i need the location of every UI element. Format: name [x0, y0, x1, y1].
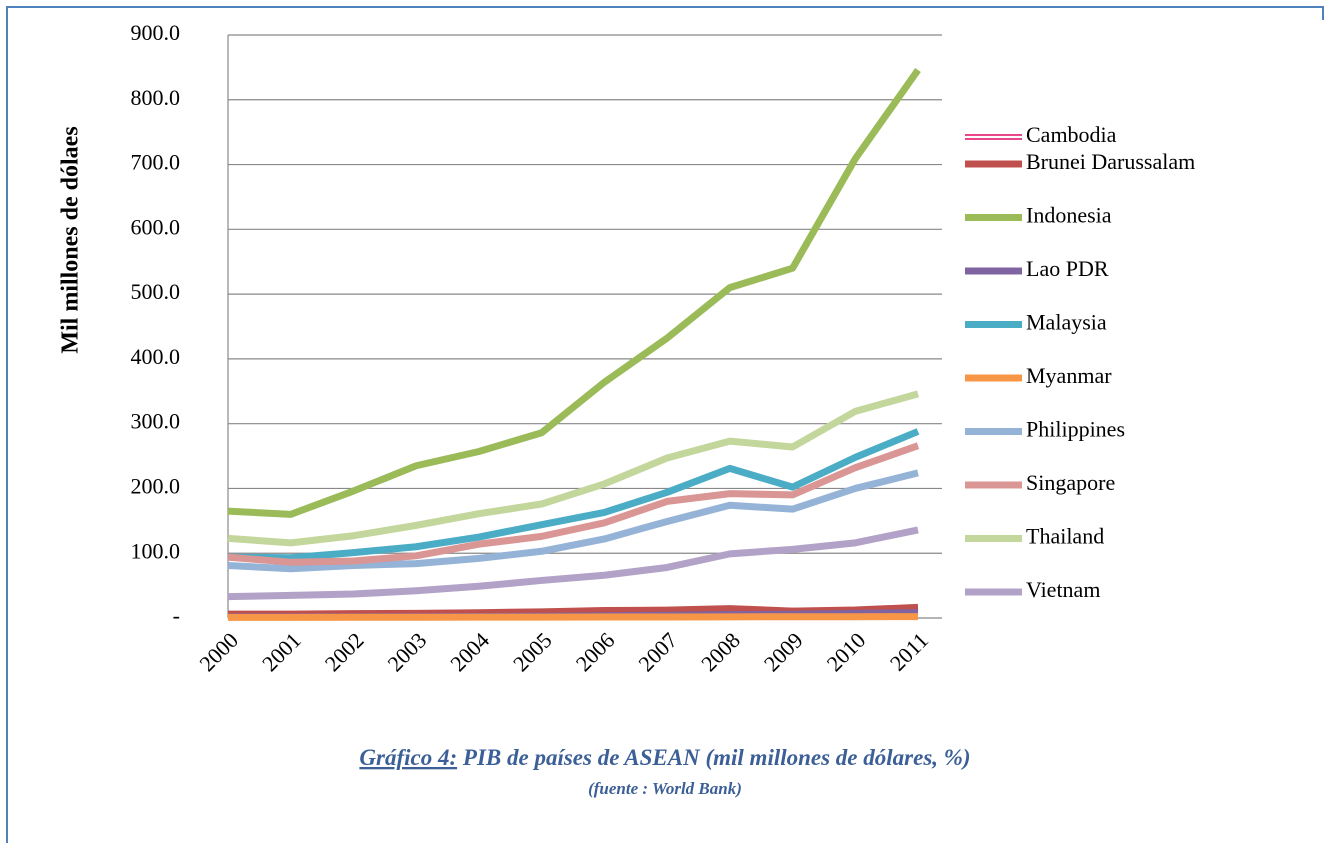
x-tick-label: 2004: [445, 627, 494, 676]
legend-label: Myanmar: [1026, 363, 1112, 388]
y-axis-label: Mil millones de dólaes: [58, 126, 84, 353]
legend-label: Philippines: [1026, 417, 1125, 442]
x-tick-label: 2010: [822, 627, 871, 676]
x-tick-label: 2007: [633, 627, 682, 676]
legend-label: Cambodia: [1026, 122, 1117, 147]
legend-label: Brunei Darussalam: [1026, 149, 1195, 174]
y-tick-label: 300.0: [131, 409, 181, 434]
legend-label: Thailand: [1026, 524, 1104, 549]
legend-label: Lao PDR: [1026, 256, 1109, 281]
y-tick-label: 200.0: [131, 473, 181, 498]
y-tick-label: 500.0: [131, 279, 181, 304]
x-tick-label: 2011: [885, 627, 933, 675]
x-tick-label: 2000: [194, 627, 243, 676]
y-tick-label: 600.0: [131, 214, 181, 239]
series-line: [227, 428, 920, 562]
y-tick-label: 800.0: [131, 85, 181, 110]
series-line: [227, 469, 919, 573]
legend-label: Malaysia: [1026, 310, 1107, 335]
caption: Gráfico 4: PIB de países de ASEAN (mil m…: [359, 745, 970, 770]
caption-label: Gráfico 4:: [359, 745, 457, 770]
series-line: [227, 442, 920, 566]
y-tick-label: -: [173, 603, 180, 628]
x-tick-label: 2001: [257, 627, 306, 676]
page-frame: [6, 6, 1324, 843]
caption-source: (fuente : World Bank): [588, 779, 742, 798]
legend-label: Indonesia: [1026, 203, 1112, 228]
series-line: [227, 67, 921, 518]
y-tick-label: 700.0: [131, 150, 181, 175]
y-tick-label: 400.0: [131, 344, 181, 369]
x-tick-label: 2005: [508, 627, 557, 676]
series-line: [227, 390, 919, 547]
caption-text: PIB de países de ASEAN (mil millones de …: [457, 745, 970, 770]
x-tick-label: 2006: [571, 627, 620, 676]
series-line: [228, 613, 919, 621]
y-tick-label: 900.0: [131, 20, 181, 45]
y-tick-label: 100.0: [131, 538, 181, 563]
x-tick-label: 2008: [696, 627, 745, 676]
series-line: [227, 526, 919, 601]
legend-label: Singapore: [1026, 470, 1115, 495]
legend-label: Vietnam: [1026, 577, 1100, 602]
x-tick-label: 2003: [382, 627, 431, 676]
x-tick-label: 2002: [320, 627, 369, 676]
x-tick-label: 2009: [759, 627, 808, 676]
